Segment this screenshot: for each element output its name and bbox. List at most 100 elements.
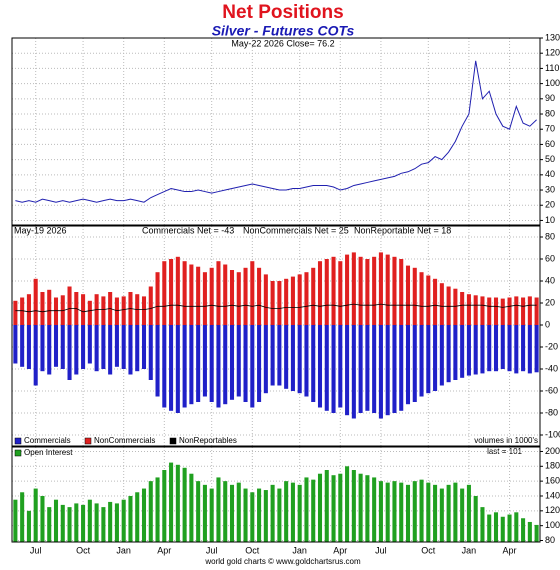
- bar: [317, 473, 323, 542]
- y-tick-label: 110: [545, 63, 559, 73]
- x-tick-label: Apr: [333, 545, 347, 555]
- bar: [527, 296, 532, 325]
- legend-label: NonCommercials: [94, 436, 155, 445]
- bar: [243, 488, 248, 542]
- date-label: May-19 2026: [14, 225, 67, 235]
- bar: [473, 295, 478, 325]
- bar: [460, 488, 465, 542]
- bar: [290, 482, 295, 542]
- bar: [257, 325, 262, 402]
- bar: [534, 524, 539, 542]
- bar: [250, 261, 255, 325]
- bar: [26, 325, 31, 369]
- bar: [473, 495, 478, 542]
- bar: [108, 501, 113, 542]
- bar: [500, 298, 505, 325]
- bar: [534, 297, 539, 325]
- bar: [446, 325, 451, 383]
- bar: [74, 325, 79, 375]
- bar: [277, 281, 282, 325]
- bar: [439, 488, 444, 542]
- bar: [101, 296, 106, 325]
- x-tick-label: Jul: [375, 545, 387, 555]
- bar: [507, 514, 512, 542]
- bar: [304, 477, 309, 542]
- bar: [392, 256, 397, 325]
- y-tick-label: -100: [545, 429, 560, 439]
- bar: [460, 292, 465, 325]
- x-tick-label: Jan: [116, 545, 131, 555]
- bar: [378, 252, 383, 325]
- y-tick-label: -80: [545, 407, 558, 417]
- bar: [141, 325, 147, 369]
- panel-frame: [11, 37, 541, 226]
- bar: [108, 325, 113, 375]
- bar: [487, 325, 492, 372]
- bar: [433, 325, 438, 391]
- bar: [338, 325, 343, 408]
- bar: [223, 325, 228, 405]
- bar: [162, 261, 167, 325]
- bar: [433, 484, 438, 542]
- bar: [182, 325, 187, 408]
- bar: [324, 325, 329, 411]
- bar: [372, 325, 377, 413]
- bar: [365, 259, 370, 325]
- y-tick-label: -60: [545, 385, 558, 395]
- bar: [13, 325, 18, 364]
- bar: [263, 325, 268, 394]
- bar: [243, 267, 248, 325]
- bar: [331, 475, 336, 542]
- y-tick-label: 0: [545, 319, 550, 329]
- bar: [521, 325, 526, 372]
- bar: [419, 479, 424, 542]
- bar: [162, 470, 167, 542]
- y-tick-label: 70: [545, 124, 555, 134]
- bar: [87, 300, 92, 325]
- bar: [521, 297, 526, 325]
- bar: [60, 295, 65, 325]
- bar: [338, 261, 343, 325]
- chart-title: Net Positions: [222, 2, 343, 23]
- bar: [202, 272, 207, 325]
- bar: [60, 325, 65, 369]
- y-tick-label: 10: [545, 215, 555, 225]
- y-tick-label: 80: [545, 535, 555, 545]
- bar: [345, 466, 350, 542]
- bar: [257, 488, 262, 542]
- bar: [351, 325, 356, 419]
- bar: [20, 492, 25, 542]
- bar: [270, 325, 275, 386]
- bar: [304, 325, 309, 397]
- legend-swatch: [14, 449, 22, 457]
- bar: [182, 467, 187, 542]
- bar: [392, 325, 397, 413]
- bar: [189, 264, 194, 325]
- bar: [148, 481, 153, 542]
- bar: [47, 507, 52, 542]
- bar: [473, 325, 478, 375]
- bar: [67, 325, 72, 380]
- bar: [236, 325, 241, 397]
- bar: [67, 286, 72, 325]
- bar: [250, 492, 255, 542]
- bar: [399, 325, 404, 411]
- bar: [175, 464, 180, 542]
- bar: [169, 259, 174, 325]
- bar: [446, 484, 451, 542]
- bar: [162, 325, 167, 408]
- bar: [358, 256, 363, 325]
- y-tick-label: 180: [545, 461, 560, 471]
- bar: [453, 325, 458, 380]
- bar: [419, 325, 424, 397]
- bar: [311, 479, 316, 542]
- legend-swatch: [169, 437, 177, 445]
- bar: [81, 504, 86, 542]
- bar: [216, 325, 221, 408]
- bar: [169, 462, 174, 542]
- y-tick-label: 200: [545, 446, 560, 456]
- bar: [229, 325, 235, 400]
- bar: [345, 325, 350, 416]
- y-tick-label: 100: [545, 78, 560, 88]
